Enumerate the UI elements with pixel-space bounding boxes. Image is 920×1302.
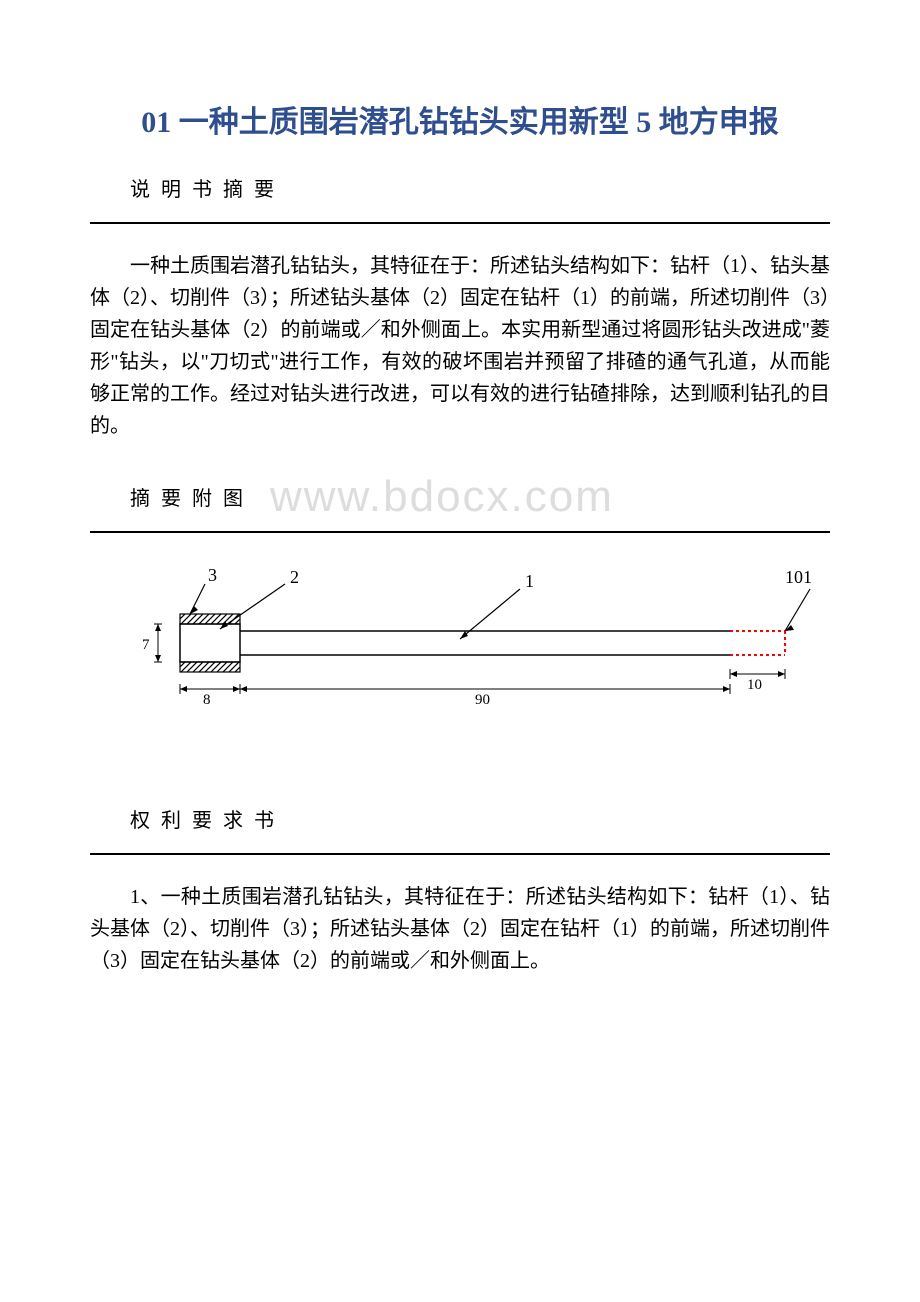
label-3: 3 — [208, 565, 217, 585]
document-title: 01 一种土质围岩潜孔钻钻头实用新型 5 地方申报 — [90, 100, 830, 145]
dim-7: 7 — [142, 637, 150, 653]
abstract-figure: 3 2 1 101 7 8 90 — [90, 559, 830, 744]
abstract-header: 说 明 书 摘 要 — [90, 173, 830, 202]
dim-8: 8 — [203, 692, 211, 708]
label-1: 1 — [525, 571, 534, 591]
divider — [90, 531, 830, 533]
divider — [90, 853, 830, 855]
figure-header: 摘 要 附 图 — [90, 482, 830, 511]
drill-diagram: 3 2 1 101 7 8 90 — [90, 559, 830, 739]
dim-10: 10 — [747, 677, 762, 693]
claims-header: 权 利 要 求 书 — [90, 804, 830, 833]
label-101: 101 — [785, 567, 812, 587]
divider — [90, 222, 830, 224]
claims-body: 1、一种土质围岩潜孔钻钻头，其特征在于：所述钻头结构如下：钻杆（1）、钻头基体（… — [90, 881, 830, 977]
abstract-body: 一种土质围岩潜孔钻钻头，其特征在于：所述钻头结构如下：钻杆（1）、钻头基体（2）… — [90, 250, 830, 442]
dim-90: 90 — [475, 692, 490, 708]
label-2: 2 — [290, 567, 299, 587]
